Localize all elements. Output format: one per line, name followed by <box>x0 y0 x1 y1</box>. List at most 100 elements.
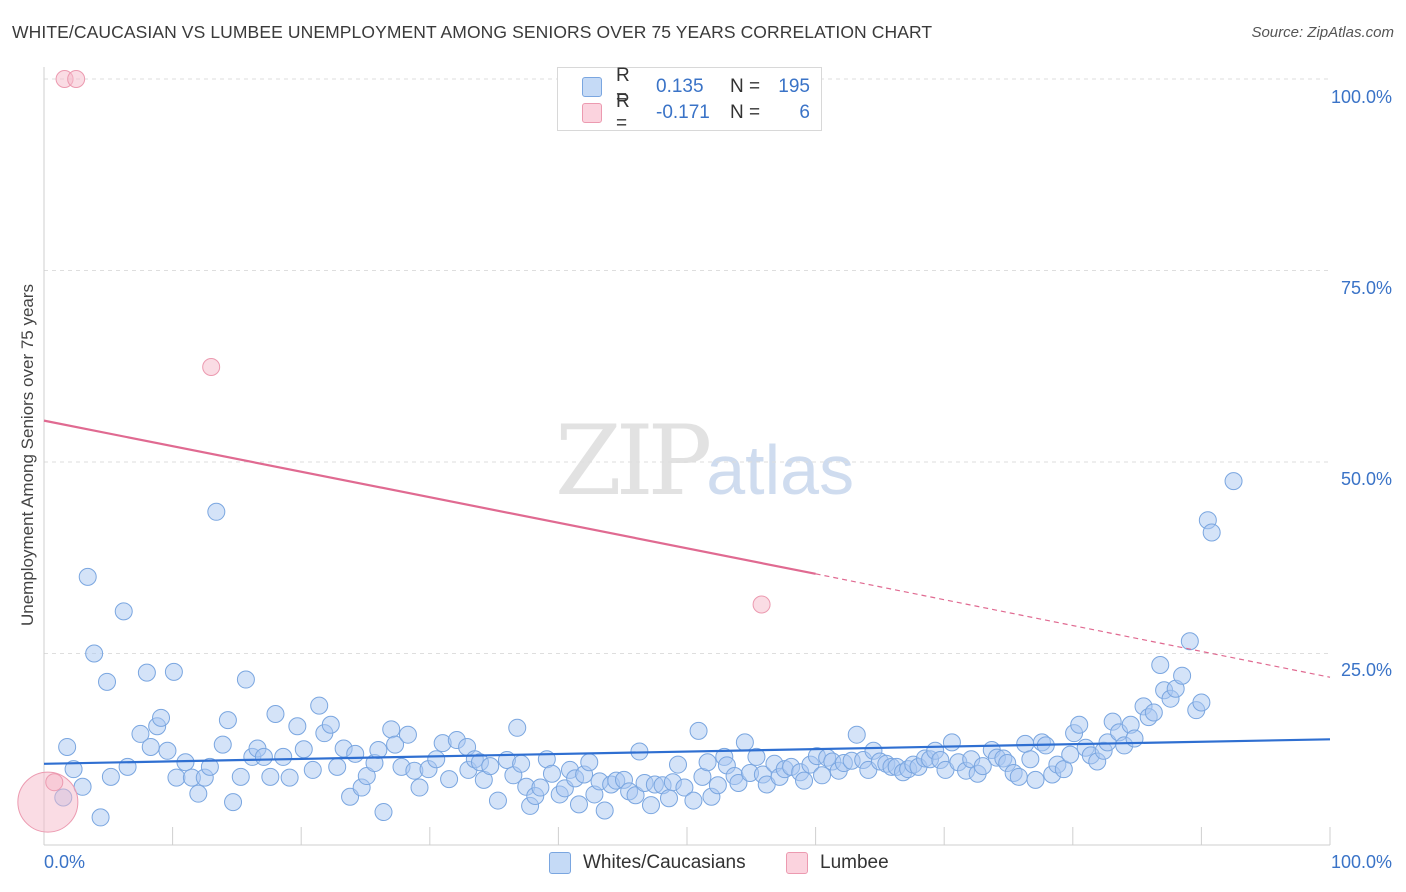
source-label: Source: ZipAtlas.com <box>1251 24 1394 41</box>
legend-swatch-whites <box>549 852 571 874</box>
white-caucasian-point <box>440 770 459 789</box>
white-caucasian-point <box>427 750 446 769</box>
white-caucasian-point <box>1180 632 1199 651</box>
white-caucasian-point <box>91 808 110 827</box>
legend-n-label: N = <box>730 102 761 123</box>
watermark-zip: ZIP <box>555 405 712 517</box>
white-caucasian-point <box>1173 666 1192 685</box>
white-caucasian-point <box>580 753 599 772</box>
trendline-whites <box>43 738 1331 765</box>
white-caucasian-point <box>118 757 137 776</box>
white-caucasian-point <box>152 708 171 727</box>
white-caucasian-point <box>512 754 531 773</box>
legend-item-lumbee: Lumbee <box>786 852 889 874</box>
legend-swatch-lumbee <box>582 103 602 123</box>
white-caucasian-point <box>64 760 83 779</box>
legend-item-whites: Whites/Caucasians <box>549 852 746 874</box>
y-tick-label-25: 25.0% <box>1340 660 1392 680</box>
white-caucasian-point <box>131 724 150 743</box>
white-caucasian-point <box>321 715 340 734</box>
white-caucasian-point <box>213 735 232 754</box>
legend-r-value: 0.135 <box>656 76 704 97</box>
white-caucasian-point <box>382 720 401 739</box>
white-caucasian-point <box>1061 745 1080 764</box>
white-caucasian-point <box>1144 703 1163 722</box>
white-caucasian-point <box>274 747 293 766</box>
white-caucasian-point <box>1021 750 1040 769</box>
white-caucasian-point <box>942 733 961 752</box>
white-caucasian-point <box>569 795 588 814</box>
white-caucasian-point <box>58 737 77 756</box>
legend-r-label: R = <box>616 91 630 134</box>
white-caucasian-point <box>261 767 280 786</box>
white-caucasian-point <box>189 784 208 803</box>
lumbee-point <box>45 773 64 792</box>
white-caucasian-point <box>398 725 417 744</box>
legend-n-value: 6 <box>799 102 810 123</box>
white-caucasian-point <box>684 791 703 810</box>
white-caucasian-point <box>847 725 866 744</box>
legend-swatch-lumbee <box>786 852 808 874</box>
trendline-lumbee-extension <box>815 573 1331 678</box>
white-caucasian-point <box>328 757 347 776</box>
white-caucasian-point <box>200 757 219 776</box>
legend-swatch-whites <box>582 77 602 97</box>
white-caucasian-point <box>668 755 687 774</box>
white-caucasian-point <box>78 567 97 586</box>
white-caucasian-point <box>231 767 250 786</box>
white-caucasian-point <box>346 744 365 763</box>
lumbee-point <box>752 595 771 614</box>
white-caucasian-point <box>1151 655 1170 674</box>
y-tick-label-100: 100.0% <box>1330 87 1392 107</box>
white-caucasian-point <box>137 663 156 682</box>
white-caucasian-point <box>1125 729 1144 748</box>
white-caucasian-point <box>164 662 183 681</box>
white-caucasian-point <box>488 791 507 810</box>
lumbee-point <box>17 771 79 833</box>
white-caucasian-point <box>85 644 104 663</box>
white-caucasian-point <box>294 740 313 759</box>
white-caucasian-point <box>1192 693 1211 712</box>
white-caucasian-point <box>114 602 133 621</box>
lumbee-point <box>67 70 86 88</box>
x-tick-label-max: 100.0% <box>1330 852 1392 872</box>
white-caucasian-point <box>675 778 694 797</box>
trendline-lumbee <box>43 419 816 575</box>
y-tick-label-50: 50.0% <box>1340 469 1392 489</box>
legend-r-value: -0.171 <box>656 102 710 123</box>
white-caucasian-point <box>729 773 748 792</box>
white-caucasian-point <box>374 803 393 822</box>
white-caucasian-point <box>280 768 299 787</box>
white-caucasian-point <box>141 737 160 756</box>
white-caucasian-point <box>481 757 500 776</box>
white-caucasian-point <box>288 717 307 736</box>
white-caucasian-point <box>795 771 814 790</box>
white-caucasian-point <box>1224 472 1243 491</box>
white-caucasian-point <box>101 767 120 786</box>
legend-label-whites: Whites/Caucasians <box>583 852 746 873</box>
legend-row-lumbee: R = -0.171 N = 6 <box>582 91 810 134</box>
legend-row-whites: R = 0.135 N = 195 <box>582 65 810 108</box>
series-legend: Whites/Caucasians Lumbee <box>0 852 1406 878</box>
white-caucasian-point <box>508 718 527 737</box>
x-tick-label-min: 0.0% <box>44 852 86 872</box>
white-caucasian-point <box>410 778 429 797</box>
white-caucasian-point <box>1026 770 1045 789</box>
white-caucasian-point <box>98 672 117 691</box>
white-caucasian-point <box>1070 715 1089 734</box>
white-caucasian-point <box>386 735 405 754</box>
white-caucasian-point <box>973 757 992 776</box>
watermark: ZIPatlas <box>555 405 854 517</box>
white-caucasian-point <box>735 733 754 752</box>
white-caucasian-point <box>542 764 561 783</box>
white-caucasian-point <box>626 786 645 805</box>
white-caucasian-point <box>1202 523 1221 542</box>
white-caucasian-point <box>659 789 678 808</box>
white-caucasian-point <box>595 801 614 820</box>
white-caucasian-point <box>224 793 243 812</box>
correlation-legend: R = 0.135 N = 195 R = -0.171 N = 6 <box>557 65 822 134</box>
white-caucasian-point <box>708 776 727 795</box>
watermark-atlas: atlas <box>706 431 855 509</box>
white-caucasian-point <box>747 747 766 766</box>
white-caucasian-point <box>369 741 388 760</box>
